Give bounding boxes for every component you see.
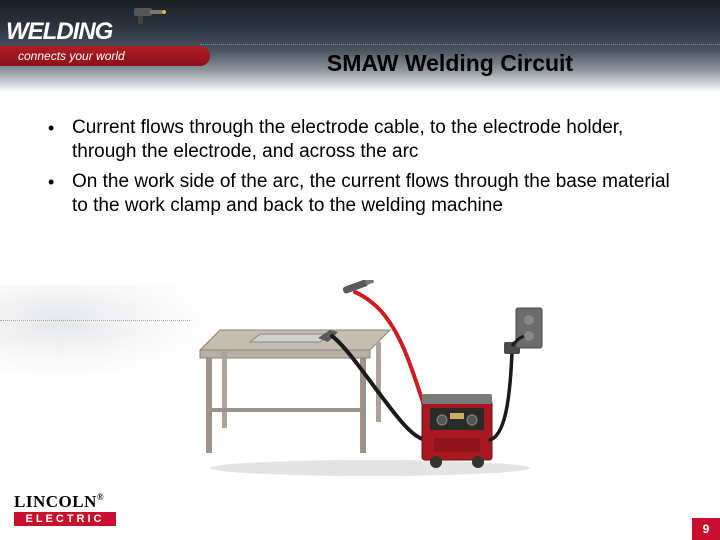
welding-circuit-diagram (190, 280, 550, 480)
lincoln-brand-bottom: ELECTRIC (14, 512, 116, 526)
welding-logo-text: WELDING (6, 18, 112, 46)
bullet-text: On the work side of the arc, the current… (72, 170, 684, 218)
mid-dotted-line (0, 320, 190, 321)
bullet-item: • On the work side of the arc, the curre… (48, 170, 684, 218)
header-dotted-line (200, 44, 720, 45)
bullet-text: Current flows through the electrode cabl… (72, 116, 684, 164)
welding-gun-icon (128, 0, 168, 26)
bullet-item: • Current flows through the electrode ca… (48, 116, 684, 164)
bullet-marker: • (48, 170, 72, 194)
bullet-marker: • (48, 116, 72, 140)
slide-title: SMAW Welding Circuit (0, 50, 720, 77)
page-number: 9 (692, 518, 720, 540)
background-texture (0, 285, 200, 375)
registered-mark: ® (97, 492, 104, 502)
lincoln-brand-top: LINCOLN® (14, 492, 134, 512)
slide-header: WELDING connects your world SMAW Welding… (0, 0, 720, 92)
lincoln-word: LINCOLN (14, 492, 97, 511)
content-area: • Current flows through the electrode ca… (0, 92, 720, 218)
lincoln-electric-logo: LINCOLN® ELECTRIC (14, 492, 134, 526)
